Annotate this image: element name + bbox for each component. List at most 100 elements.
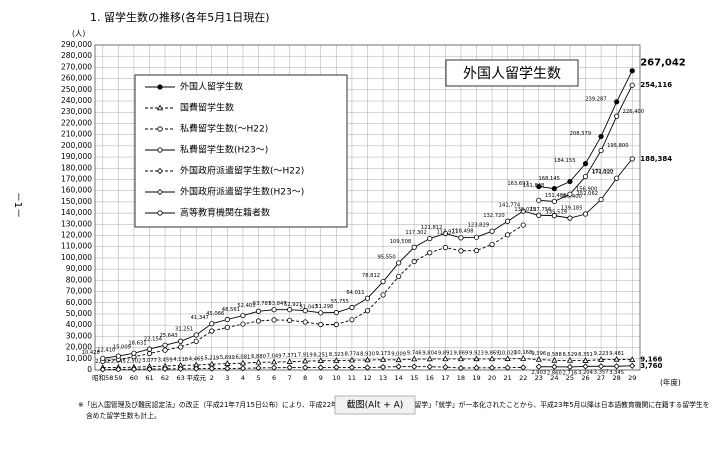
marker: [317, 357, 324, 363]
marker: [598, 147, 604, 154]
y-tick-label: 10,000: [66, 354, 92, 363]
data-label: 22,154: [144, 337, 163, 343]
marker: [271, 317, 277, 323]
marker: [489, 364, 496, 371]
marker: [411, 363, 418, 370]
legend-label: 私費留学生数(～H22): [180, 123, 268, 135]
marker: [396, 273, 402, 280]
y-unit: (人): [72, 29, 85, 38]
marker: [318, 321, 324, 328]
marker: [520, 222, 526, 228]
marker: [302, 357, 309, 364]
data-label: 12,410: [97, 348, 115, 354]
data-label: 53,787: [253, 301, 271, 307]
data-label: 8,588: [547, 352, 562, 358]
data-label: 9,869: [485, 350, 500, 356]
x-tick-label: 昭和58: [92, 373, 113, 382]
marker: [551, 363, 558, 370]
marker: [566, 357, 574, 363]
data-label: 5,699: [220, 355, 235, 361]
marker: [287, 317, 293, 323]
marker: [193, 338, 199, 344]
data-label: 9,923: [469, 350, 484, 356]
data-label: 41,347: [191, 315, 209, 321]
marker: [442, 230, 448, 237]
y-tick-label: 100,000: [61, 253, 92, 262]
marker: [302, 308, 308, 314]
marker: [427, 250, 433, 256]
marker: [613, 355, 620, 362]
y-tick-label: 170,000: [61, 174, 92, 183]
data-label: 18,631: [128, 341, 146, 347]
marker: [255, 318, 262, 324]
x-tick-label: 22: [519, 374, 527, 382]
marker: [567, 191, 573, 197]
marker: [333, 357, 340, 363]
footnote-line: 含めた留学生数も計上。: [86, 411, 161, 420]
marker: [317, 364, 324, 371]
data-label: 150,400: [560, 194, 581, 200]
annotation: 外国人留学生数: [463, 66, 561, 82]
data-label: 188,384: [640, 155, 672, 163]
marker: [505, 232, 511, 238]
x-tick-label: 62: [161, 374, 169, 382]
data-label: 9,804: [422, 351, 438, 357]
marker: [157, 126, 163, 132]
x-tick-label: 28: [613, 374, 621, 382]
marker: [156, 188, 164, 196]
marker: [100, 355, 106, 361]
data-label: 48,561: [222, 307, 240, 313]
y-tick-label: 90,000: [66, 264, 92, 273]
data-label: 3,204: [578, 370, 594, 376]
marker: [349, 317, 355, 323]
marker: [582, 161, 589, 167]
marker: [614, 175, 620, 181]
marker: [442, 363, 449, 371]
data-label: 152,062: [577, 191, 598, 197]
marker: [457, 355, 465, 362]
x-tick-label: 18: [457, 374, 465, 382]
x-tick-label: 29: [628, 374, 636, 382]
marker: [178, 344, 184, 350]
tooltip: 截图(Alt + A): [347, 399, 404, 411]
data-label: 55,755: [331, 299, 349, 305]
data-label: 163,697: [507, 181, 528, 187]
y-tick-label: 250,000: [61, 85, 92, 94]
legend-label: 外国人留学生数: [180, 81, 243, 93]
series-line: [102, 224, 524, 362]
marker: [535, 356, 542, 362]
legend-label: 外国政府派遣留学生数(H23～): [180, 186, 304, 198]
x-tick-label: 59: [114, 374, 122, 382]
x-tick-label: 4: [241, 374, 245, 382]
x-tick-label: 26: [581, 374, 589, 382]
data-label: 51,047: [300, 304, 318, 310]
x-tick-label: 15: [410, 374, 418, 382]
data-label: 3,345: [609, 370, 624, 376]
marker: [209, 321, 215, 327]
x-tick-label: 21: [504, 374, 512, 382]
y-tick-label: 70,000: [66, 287, 92, 296]
marker: [520, 208, 526, 214]
data-label: 123,829: [468, 223, 489, 229]
marker: [271, 307, 277, 313]
marker: [411, 355, 418, 362]
y-tick-label: 220,000: [61, 118, 92, 127]
marker: [535, 363, 542, 370]
marker: [551, 186, 557, 192]
x-tick-label: 60: [130, 374, 138, 382]
legend-label: 私費留学生数(H23～): [180, 144, 268, 156]
marker: [224, 365, 231, 372]
legend-box: [134, 74, 348, 228]
marker: [582, 363, 589, 370]
x-tick-label: 3: [225, 374, 229, 382]
marker: [287, 307, 293, 313]
y-tick-label: 210,000: [61, 130, 92, 139]
data-label: 31,251: [175, 326, 193, 332]
marker: [208, 365, 215, 372]
data-label: 15,009: [113, 345, 131, 351]
marker: [255, 358, 262, 365]
data-label: 10,428: [82, 350, 100, 356]
data-label: 64,011: [346, 290, 364, 296]
x-tick-label: 19: [472, 374, 480, 382]
marker: [255, 364, 262, 372]
